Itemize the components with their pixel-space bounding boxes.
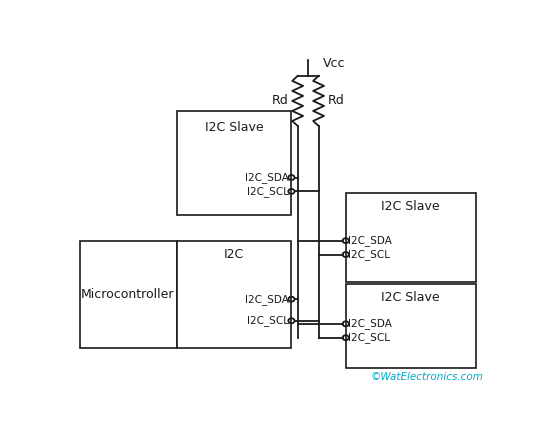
FancyBboxPatch shape xyxy=(177,110,292,214)
Text: Vcc: Vcc xyxy=(323,57,345,70)
Text: I2C_SDA: I2C_SDA xyxy=(245,172,289,183)
Text: I2C Slave: I2C Slave xyxy=(382,291,440,304)
Text: I2C Slave: I2C Slave xyxy=(382,200,440,213)
Text: I2C_SCL: I2C_SCL xyxy=(348,249,390,260)
Text: Microcontroller: Microcontroller xyxy=(81,288,175,301)
Text: Rd: Rd xyxy=(271,95,288,107)
Text: Rd: Rd xyxy=(328,95,345,107)
Text: I2C_SCL: I2C_SCL xyxy=(348,332,390,343)
Text: I2C_SDA: I2C_SDA xyxy=(348,235,392,246)
FancyBboxPatch shape xyxy=(177,242,292,348)
FancyBboxPatch shape xyxy=(346,193,476,282)
Text: I2C: I2C xyxy=(224,248,244,261)
FancyBboxPatch shape xyxy=(346,284,476,368)
Text: I2C_SCL: I2C_SCL xyxy=(247,315,289,326)
Text: ©WatElectronics.com: ©WatElectronics.com xyxy=(371,372,484,382)
Text: I2C Slave: I2C Slave xyxy=(205,121,263,134)
Text: I2C_SDA: I2C_SDA xyxy=(245,294,289,304)
FancyBboxPatch shape xyxy=(80,242,177,348)
Text: I2C_SCL: I2C_SCL xyxy=(247,186,289,197)
Text: I2C_SDA: I2C_SDA xyxy=(348,319,392,329)
